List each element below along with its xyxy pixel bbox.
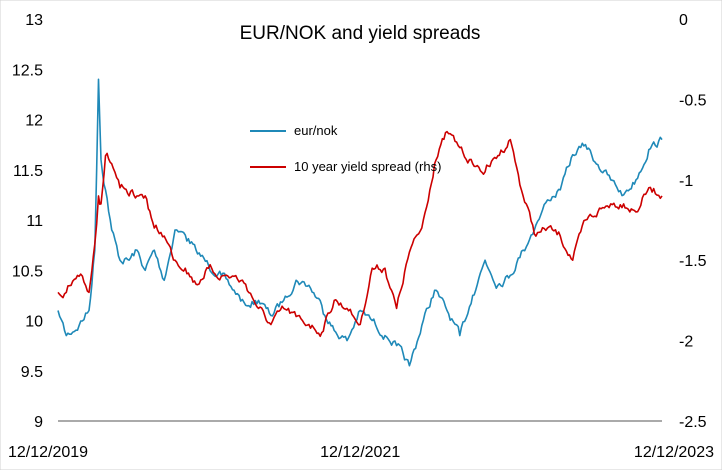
right-tick-label-0: 0 — [679, 12, 688, 29]
left-tick-label-8: 9 — [34, 414, 43, 431]
right-tick-label-5: -2.5 — [679, 414, 707, 431]
left-tick-label-6: 10 — [25, 314, 43, 331]
x-tick-label-0: 12/12/2019 — [8, 444, 88, 461]
left-axis-ticks: 13 12.5 12 11.5 11 10.5 10 9.5 9 — [12, 12, 43, 431]
series-line-1 — [57, 130, 663, 338]
left-tick-label-5: 10.5 — [12, 263, 43, 280]
left-tick-label-2: 12 — [25, 113, 43, 130]
x-tick-label-2: 12/12/2023 — [634, 444, 714, 461]
legend-label-eur-nok: eur/nok — [294, 123, 338, 138]
right-tick-label-2: -1 — [679, 173, 693, 190]
left-tick-label-3: 11.5 — [13, 163, 43, 180]
series-line-0 — [57, 78, 663, 367]
right-tick-label-1: -0.5 — [679, 92, 707, 109]
x-axis-ticks: 12/12/2019 12/12/2021 12/12/2023 — [8, 444, 714, 461]
left-tick-label-1: 12.5 — [12, 62, 43, 79]
left-tick-label-7: 9.5 — [21, 364, 43, 381]
x-tick-label-1: 12/12/2021 — [320, 444, 400, 461]
legend-label-yield-spread: 10 year yield spread (rhs) — [294, 159, 441, 174]
chart-title: EUR/NOK and yield spreads — [240, 23, 481, 44]
right-tick-label-4: -2 — [679, 334, 693, 351]
left-tick-label-0: 13 — [25, 12, 43, 29]
right-axis-ticks: 0 -0.5 -1 -1.5 -2 -2.5 — [679, 12, 707, 431]
left-tick-label-4: 11 — [26, 213, 43, 230]
right-tick-label-3: -1.5 — [679, 253, 707, 270]
legend: eur/nok 10 year yield spread (rhs) — [250, 123, 441, 174]
series-layer — [57, 78, 663, 367]
